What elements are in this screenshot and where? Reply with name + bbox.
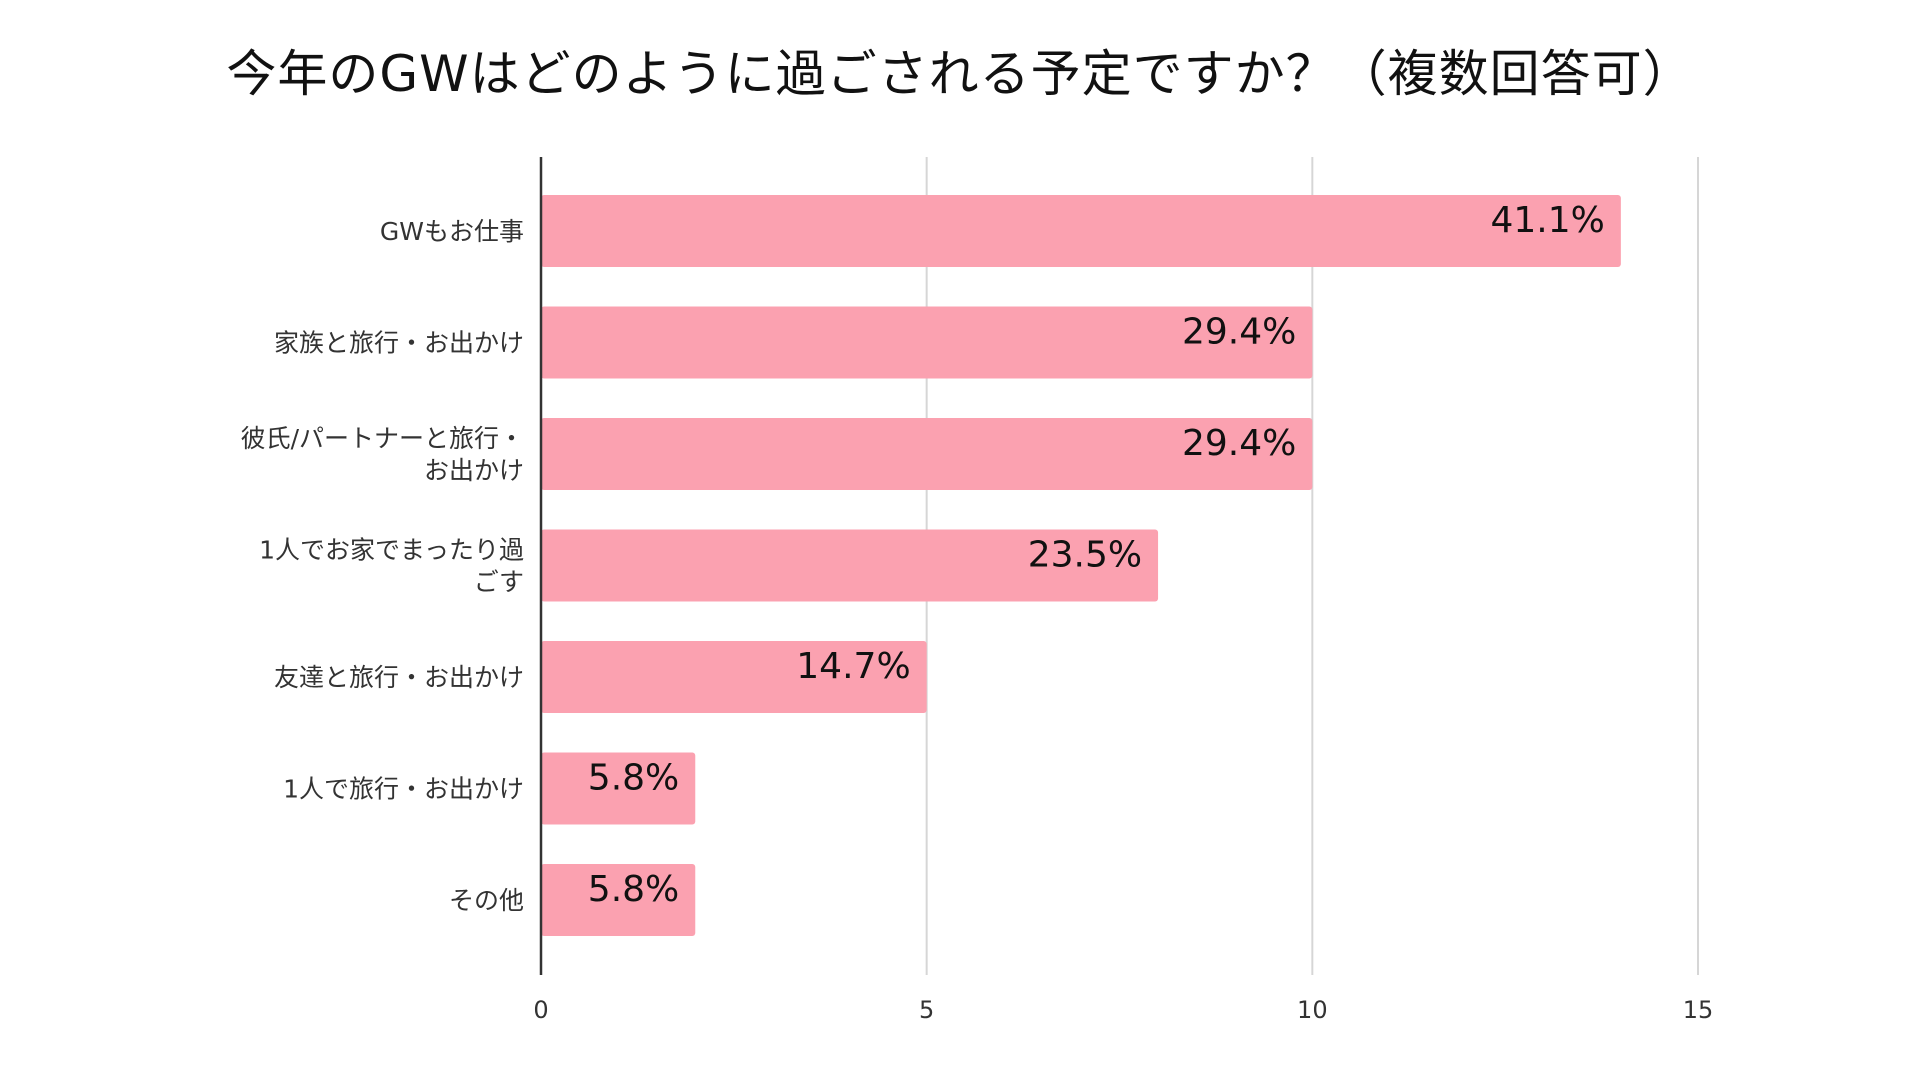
bar	[541, 306, 1313, 379]
bar	[541, 529, 1159, 602]
bar	[541, 641, 927, 713]
x-tick-label: 0	[533, 996, 548, 1024]
x-tick-label: 5	[919, 996, 934, 1024]
bar	[541, 195, 1621, 267]
category-label: お出かけ	[424, 456, 524, 485]
data-label: 23.5%	[1028, 535, 1142, 576]
category-label: GWもお仕事	[380, 217, 524, 246]
category-label: 彼氏/パートナーと旅行・	[241, 424, 524, 453]
bar	[541, 418, 1313, 490]
category-label: ごす	[474, 568, 524, 597]
data-label: 5.8%	[588, 758, 679, 799]
data-label: 14.7%	[796, 646, 910, 687]
data-label: 29.4%	[1182, 312, 1296, 353]
data-label: 29.4%	[1182, 423, 1296, 464]
x-tick-label: 15	[1683, 996, 1714, 1024]
data-label: 41.1%	[1490, 200, 1604, 241]
category-label: 家族と旅行・お出かけ	[274, 329, 524, 358]
category-label: その他	[449, 886, 524, 915]
category-label: 友達と旅行・お出かけ	[274, 663, 524, 692]
bar	[541, 864, 696, 936]
x-tick-label: 10	[1297, 996, 1328, 1024]
labels: 0 5 10 15 41.1% GWもお仕事 29.4% 家族と旅行・お出かけ 29.4% 彼氏/…	[241, 200, 1714, 1024]
category-label: 1人でお家でまったり過	[259, 536, 524, 565]
category-label: 1人で旅行・お出かけ	[283, 775, 524, 804]
bar	[541, 752, 696, 825]
chart-title: 今年のGWはどのように過ごされる予定ですか？（複数回答可）	[226, 45, 1694, 103]
data-label: 5.8%	[588, 869, 679, 910]
bars	[541, 195, 1621, 936]
